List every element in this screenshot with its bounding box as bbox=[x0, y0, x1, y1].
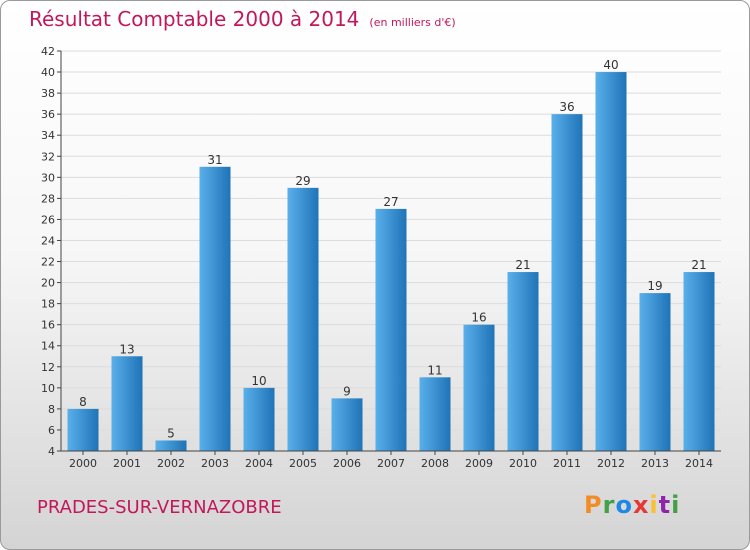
data-label-2004: 10 bbox=[251, 374, 266, 388]
y-tick-label: 18 bbox=[41, 298, 55, 311]
y-tick-label: 30 bbox=[41, 171, 55, 184]
x-tick-label: 2002 bbox=[157, 457, 185, 470]
logo-letter: i bbox=[649, 491, 659, 519]
bar-2012 bbox=[595, 72, 627, 451]
x-tick-label: 2005 bbox=[289, 457, 317, 470]
y-tick-label: 8 bbox=[48, 403, 55, 416]
title-unit: (en milliers d'€) bbox=[369, 16, 456, 29]
x-tick-label: 2004 bbox=[245, 457, 273, 470]
logo-letter: t bbox=[658, 491, 672, 519]
y-tick-label: 42 bbox=[41, 45, 55, 58]
logo-letter: P bbox=[584, 491, 603, 519]
bar-2010 bbox=[507, 272, 539, 451]
y-tick-label: 20 bbox=[41, 277, 55, 290]
town-name: PRADES-SUR-VERNAZOBRE bbox=[37, 497, 282, 518]
y-tick-label: 16 bbox=[41, 319, 55, 332]
y-tick-label: 26 bbox=[41, 213, 55, 226]
y-tick-label: 24 bbox=[41, 234, 55, 247]
bar-2003 bbox=[199, 166, 231, 451]
x-tick-label: 2006 bbox=[333, 457, 361, 470]
y-tick-label: 28 bbox=[41, 192, 55, 205]
data-label-2008: 11 bbox=[427, 363, 442, 377]
y-tick-label: 22 bbox=[41, 256, 55, 269]
data-label-2007: 27 bbox=[383, 195, 398, 209]
x-tick-label: 2007 bbox=[377, 457, 405, 470]
data-label-2005: 29 bbox=[295, 174, 310, 188]
x-tick-label: 2009 bbox=[465, 457, 493, 470]
bar-2007 bbox=[375, 208, 407, 451]
x-tick-label: 2008 bbox=[421, 457, 449, 470]
logo-letter: i bbox=[671, 491, 681, 519]
data-label-2011: 36 bbox=[559, 100, 574, 114]
data-label-2003: 31 bbox=[207, 153, 222, 167]
bar-2002 bbox=[155, 440, 187, 451]
bar-2005 bbox=[287, 187, 319, 451]
data-label-2006: 9 bbox=[343, 384, 351, 398]
x-tick-label: 2013 bbox=[641, 457, 669, 470]
y-tick-label: 14 bbox=[41, 340, 55, 353]
logo-letter: x bbox=[632, 491, 650, 519]
y-tick-label: 6 bbox=[48, 424, 55, 437]
y-tick-label: 10 bbox=[41, 382, 55, 395]
data-label-2002: 5 bbox=[167, 426, 175, 440]
logo-letter: o bbox=[615, 491, 633, 519]
bars: 8 13 5 31 10 29 9 27 11 16 21 36 40 19 21 bbox=[67, 58, 715, 451]
data-label-2001: 13 bbox=[119, 342, 134, 356]
y-tick-label: 34 bbox=[41, 129, 55, 142]
bar-2013 bbox=[639, 293, 671, 451]
x-tick-label: 2000 bbox=[69, 457, 97, 470]
proxiti-logo: Proxiti bbox=[584, 491, 680, 519]
y-tick-label: 32 bbox=[41, 150, 55, 163]
chart-title: Résultat Comptable 2000 à 2014 (en millie… bbox=[29, 7, 456, 31]
data-label-2010: 21 bbox=[515, 258, 530, 272]
data-label-2012: 40 bbox=[603, 58, 618, 72]
bar-2014 bbox=[683, 272, 715, 451]
data-label-2000: 8 bbox=[79, 395, 87, 409]
y-tick-label: 12 bbox=[41, 361, 55, 374]
bar-2006 bbox=[331, 398, 363, 451]
y-tick-label: 4 bbox=[48, 445, 55, 458]
x-tick-label: 2010 bbox=[509, 457, 537, 470]
logo-letter: r bbox=[602, 491, 616, 519]
x-tick-label: 2011 bbox=[553, 457, 581, 470]
x-tick-label: 2012 bbox=[597, 457, 625, 470]
data-label-2013: 19 bbox=[647, 279, 662, 293]
x-tick-label: 2001 bbox=[113, 457, 141, 470]
y-tick-label: 36 bbox=[41, 108, 55, 121]
x-tick-label: 2014 bbox=[685, 457, 713, 470]
title-text: Résultat Comptable 2000 à 2014 bbox=[29, 7, 360, 31]
bar-2001 bbox=[111, 356, 143, 451]
data-label-2009: 16 bbox=[471, 311, 486, 325]
bar-2009 bbox=[463, 324, 495, 451]
data-label-2014: 21 bbox=[691, 258, 706, 272]
bar-2004 bbox=[243, 387, 275, 451]
bar-2008 bbox=[419, 377, 451, 451]
x-tick-label: 2003 bbox=[201, 457, 229, 470]
bar-2011 bbox=[551, 114, 583, 451]
axes: 4 6 8 10 12 14 16 18 20 22 24 26 28 30 32 34 36 38 40 42 200… bbox=[41, 45, 721, 470]
y-tick-label: 40 bbox=[41, 66, 55, 79]
y-tick-label: 38 bbox=[41, 87, 55, 100]
bar-2000 bbox=[67, 408, 99, 451]
